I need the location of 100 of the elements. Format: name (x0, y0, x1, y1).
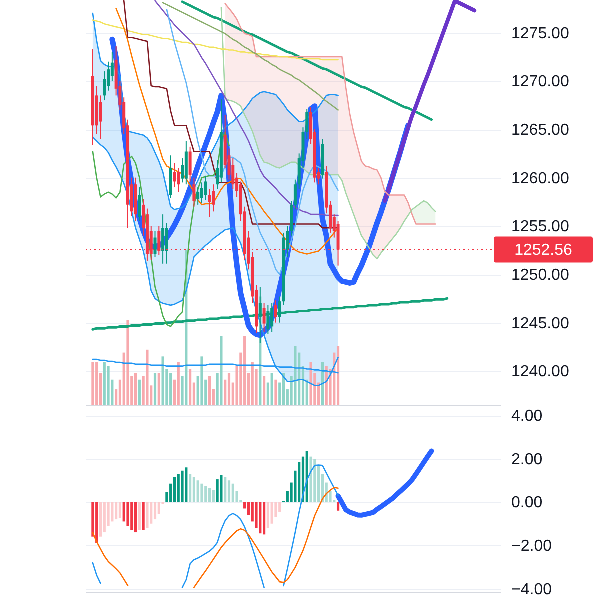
bar (196, 480, 200, 502)
bar (181, 470, 184, 502)
candlestick (138, 187, 142, 222)
bar (177, 474, 180, 502)
bar (192, 477, 196, 502)
y-tick-label: −2.00 (512, 538, 552, 555)
candlestick (99, 95, 102, 140)
bar (138, 502, 141, 530)
candlestick (196, 187, 200, 206)
bar (336, 346, 340, 405)
bar (266, 502, 270, 528)
bar (134, 502, 138, 533)
line-series (224, 3, 436, 225)
bar (130, 502, 134, 530)
bar (126, 320, 130, 405)
bar (310, 362, 312, 405)
candlestick (262, 303, 266, 334)
line-series (166, 9, 339, 276)
y-tick-label: 1260.00 (512, 170, 570, 188)
bar (232, 484, 234, 502)
bar (189, 369, 192, 405)
y-tick-label: 1245.00 (512, 315, 570, 332)
candlestick (103, 71, 106, 102)
bar (262, 376, 266, 405)
y-tick-label: 2.00 (512, 451, 543, 468)
y-tick-label: 4.00 (512, 408, 543, 426)
candlestick (188, 146, 192, 182)
candlestick (165, 222, 168, 264)
bar (251, 362, 254, 405)
bar (200, 356, 204, 405)
bar (212, 490, 215, 502)
bar (220, 475, 223, 502)
bar (146, 502, 149, 528)
bar (150, 502, 153, 524)
bar (294, 346, 297, 405)
candlestick (204, 175, 208, 201)
bar (158, 373, 160, 405)
candlestick (274, 300, 278, 324)
y-tick-label: 1240.00 (512, 364, 570, 381)
line-series (116, 8, 339, 255)
bar (126, 502, 130, 526)
bar (99, 502, 102, 537)
bar (115, 502, 118, 520)
candlestick (110, 52, 114, 82)
y-tick-label: 1250.00 (512, 267, 570, 284)
bar (122, 502, 126, 522)
bar (154, 502, 157, 520)
bar (177, 362, 180, 405)
candlestick (177, 168, 180, 193)
bar (154, 373, 157, 405)
line-series (92, 297, 449, 331)
y-tick-label: 1255.00 (512, 218, 570, 236)
bar (228, 373, 231, 405)
bar (103, 502, 106, 533)
bar (270, 502, 274, 524)
bar (173, 477, 176, 502)
bar (142, 502, 145, 530)
candlestick (200, 182, 204, 204)
candlestick (232, 158, 235, 190)
line-series (92, 132, 230, 328)
bar (170, 373, 172, 405)
candlestick (294, 179, 297, 210)
candlestick (306, 108, 309, 140)
line-series (162, 2, 339, 111)
bar (204, 486, 208, 502)
y-tick-label: −4.00 (512, 581, 552, 598)
bar (134, 373, 138, 405)
y-tick-label: 0.00 (512, 494, 543, 512)
line-series (181, 0, 433, 122)
bar (270, 373, 274, 405)
candlestick (154, 230, 157, 258)
bar (321, 362, 324, 405)
candlestick (208, 188, 212, 218)
bar (96, 362, 98, 405)
candlestick (162, 214, 165, 264)
bar (208, 376, 212, 405)
bar (107, 366, 110, 405)
bar (220, 336, 223, 405)
bar (244, 336, 246, 405)
line-series (92, 12, 339, 210)
bar (208, 488, 212, 502)
bar (228, 480, 231, 502)
bar (138, 380, 141, 405)
line-series (383, 0, 477, 204)
bar (162, 356, 164, 405)
bar (314, 458, 316, 502)
y-tick-label: 1270.00 (512, 74, 570, 91)
line-series (92, 20, 339, 61)
bar (336, 502, 340, 511)
bar (103, 362, 106, 405)
bar (96, 502, 98, 544)
bar (185, 468, 188, 502)
y-tick-label: 1275.00 (512, 25, 570, 42)
ref-line-label: 1252.56 (514, 242, 573, 259)
candlestick (192, 177, 196, 208)
bar (189, 474, 192, 502)
bar (282, 373, 286, 405)
bar (146, 350, 149, 405)
y-tick-label: 1265.00 (512, 122, 570, 140)
bar (111, 502, 114, 522)
